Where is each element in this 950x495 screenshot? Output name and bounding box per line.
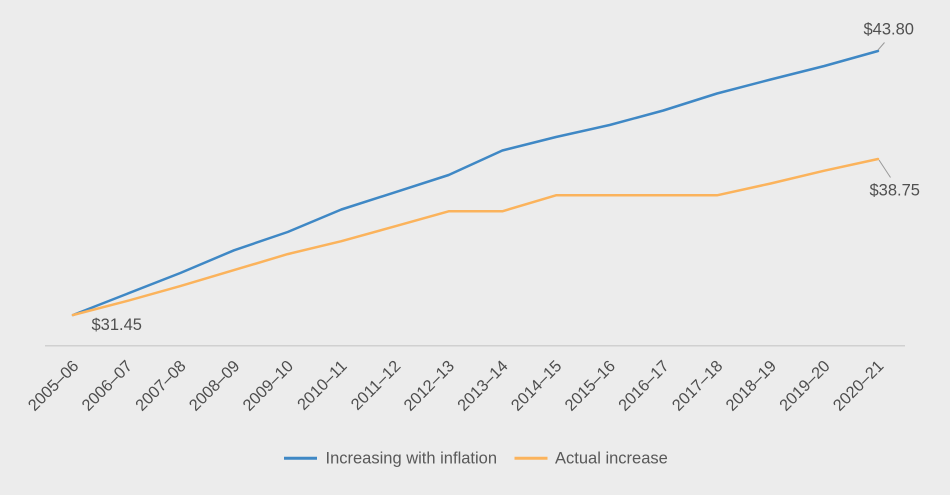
svg-text:$31.45: $31.45: [92, 316, 142, 334]
svg-text:$38.75: $38.75: [870, 181, 920, 199]
svg-text:$43.80: $43.80: [864, 20, 914, 38]
svg-text:Increasing with inflation: Increasing with inflation: [326, 450, 498, 468]
svg-text:Actual increase: Actual increase: [555, 450, 668, 468]
